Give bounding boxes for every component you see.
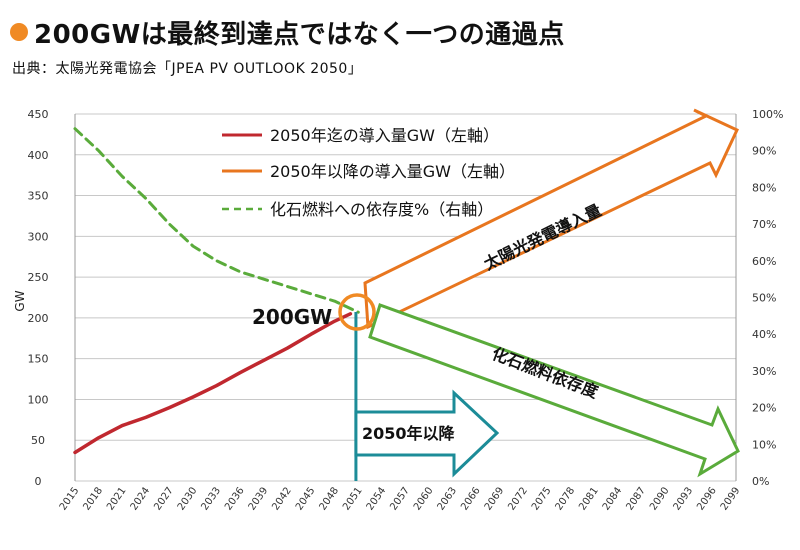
x-tick-label: 2060: [412, 485, 436, 512]
x-tick-label: 2045: [294, 485, 318, 512]
x-tick-label: 2042: [270, 485, 294, 512]
x-tick-label: 2033: [199, 485, 223, 512]
x-tick-label: 2021: [105, 485, 129, 512]
x-tick-label: 2063: [436, 485, 460, 512]
x-tick-label: 2090: [648, 485, 672, 512]
x-tick-label: 2096: [695, 485, 719, 512]
y2-tick-label: 100%: [752, 108, 783, 121]
label-200gw: 200GW: [252, 305, 332, 329]
x-tick-label: 2051: [341, 485, 365, 512]
x-tick-label: 2015: [58, 485, 82, 512]
y-tick-label: 50: [31, 434, 45, 447]
series-line-2: [73, 127, 360, 314]
y-axis-label: GW: [13, 290, 27, 311]
legend-label: 2050年迄の導入量GW（左軸）: [270, 126, 499, 145]
y2-tick-label: 30%: [752, 365, 776, 378]
orange-dot-icon: [10, 23, 28, 41]
x-tick-label: 2078: [554, 485, 578, 512]
y2-tick-label: 10%: [752, 438, 776, 451]
series-line-0: [73, 312, 353, 455]
y2-tick-label: 70%: [752, 218, 776, 231]
title-row: 200GWは最終到達点ではなく一つの通過点: [10, 14, 565, 50]
x-tick-label: 2093: [672, 485, 696, 512]
y-tick-label: 100: [28, 393, 49, 406]
x-tick-label: 2054: [365, 485, 389, 512]
y-tick-label: 0: [35, 475, 42, 488]
y-tick-label: 400: [28, 149, 49, 162]
y2-tick-label: 90%: [752, 145, 776, 158]
after-2050-arrow-label: 2050年以降: [362, 424, 456, 443]
legend-label: 化石燃料への依存度%（右軸）: [270, 200, 493, 219]
y2-tick-label: 20%: [752, 402, 776, 415]
y-tick-label: 200: [28, 312, 49, 325]
x-tick-label: 2069: [483, 485, 507, 512]
x-tick-label: 2066: [459, 485, 483, 512]
x-tick-label: 2048: [318, 485, 342, 512]
x-tick-label: 2057: [388, 485, 412, 512]
y2-tick-label: 80%: [752, 181, 776, 194]
y-tick-label: 450: [28, 108, 49, 121]
x-tick-label: 2087: [624, 485, 648, 512]
source-document: 「JPEA PV OUTLOOK 2050」: [157, 61, 363, 77]
x-tick-label: 2030: [176, 485, 200, 512]
y2-tick-label: 40%: [752, 328, 776, 341]
source-citation: 出典：太陽光発電協会「JPEA PV OUTLOOK 2050」: [12, 58, 362, 78]
x-tick-label: 2099: [719, 485, 743, 512]
chart-title: 200GWは最終到達点ではなく一つの通過点: [34, 19, 565, 50]
after-2050-arrow: [354, 389, 500, 478]
fossil-decline-arrow: [368, 303, 740, 478]
x-tick-label: 2084: [601, 485, 625, 512]
y2-tick-label: 50%: [752, 292, 776, 305]
x-tick-label: 2081: [577, 485, 601, 512]
x-tick-label: 2039: [247, 485, 271, 512]
x-tick-label: 2027: [152, 485, 176, 512]
y-tick-label: 250: [28, 271, 49, 284]
x-tick-label: 2036: [223, 485, 247, 512]
y2-tick-label: 60%: [752, 255, 776, 268]
x-tick-label: 2075: [530, 485, 554, 512]
y-tick-label: 300: [28, 230, 49, 243]
solar-growth-arrow: [363, 108, 739, 330]
source-prefix: 出典：太陽光発電協会: [12, 61, 157, 77]
x-tick-label: 2072: [506, 485, 530, 512]
y-tick-label: 150: [28, 353, 49, 366]
crossover-highlight-circle: [338, 293, 376, 331]
y-tick-label: 350: [28, 190, 49, 203]
x-tick-label: 2018: [81, 485, 105, 512]
x-tick-label: 2024: [129, 485, 153, 512]
legend-label: 2050年以降の導入量GW（左軸）: [270, 162, 515, 181]
y2-tick-label: 0%: [752, 475, 769, 488]
